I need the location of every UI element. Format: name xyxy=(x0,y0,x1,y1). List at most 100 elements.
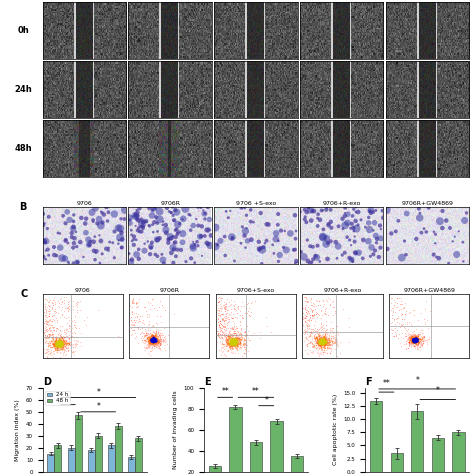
Point xyxy=(234,335,242,343)
Point xyxy=(416,330,424,337)
Point xyxy=(231,338,239,346)
Point xyxy=(42,325,50,333)
Point xyxy=(42,333,50,341)
Point xyxy=(155,330,163,338)
Point xyxy=(57,338,65,346)
Point xyxy=(152,331,159,338)
Point xyxy=(413,338,421,346)
Point xyxy=(307,337,314,345)
Point xyxy=(319,337,327,344)
Point xyxy=(150,336,157,343)
Point xyxy=(216,300,224,308)
Point xyxy=(407,336,415,344)
Point xyxy=(411,335,419,343)
Point xyxy=(229,329,237,337)
Point xyxy=(63,337,70,345)
Point xyxy=(230,330,237,338)
Point xyxy=(90,218,97,226)
Point xyxy=(402,327,410,334)
Point xyxy=(236,338,244,346)
Point xyxy=(419,330,426,338)
Point xyxy=(216,324,224,332)
Point xyxy=(133,215,140,222)
Point xyxy=(376,222,384,229)
Point xyxy=(229,329,237,337)
Point xyxy=(73,258,81,266)
Point xyxy=(308,311,315,319)
Point xyxy=(148,301,155,309)
Point xyxy=(190,222,197,229)
Point xyxy=(352,203,360,211)
Point xyxy=(310,302,317,310)
Point xyxy=(411,335,419,343)
Point xyxy=(215,323,223,331)
Point xyxy=(401,310,409,318)
Point xyxy=(406,333,413,341)
Point xyxy=(409,339,417,347)
Point xyxy=(412,337,420,345)
Point xyxy=(141,325,148,333)
Point xyxy=(406,337,414,344)
Point xyxy=(255,245,263,252)
Point xyxy=(318,334,326,342)
Point xyxy=(43,332,51,340)
Point xyxy=(58,338,65,346)
Point xyxy=(149,336,157,344)
Point xyxy=(348,256,356,264)
Point xyxy=(148,336,156,344)
Point xyxy=(214,298,222,306)
Point xyxy=(230,341,238,349)
Point xyxy=(411,337,419,345)
Point xyxy=(145,333,153,341)
Point xyxy=(228,338,236,346)
Point xyxy=(407,332,415,339)
Point xyxy=(230,337,238,344)
Point xyxy=(152,213,160,221)
Point xyxy=(423,316,431,324)
Point xyxy=(410,335,418,343)
Point xyxy=(226,343,233,351)
Point xyxy=(414,341,422,349)
Point xyxy=(150,336,157,343)
Point xyxy=(46,324,54,332)
Point xyxy=(312,339,320,346)
Point xyxy=(226,318,233,325)
Point xyxy=(416,334,424,341)
Point xyxy=(321,330,329,338)
Point xyxy=(410,336,417,343)
Point xyxy=(347,224,355,232)
Point xyxy=(225,340,232,347)
Point xyxy=(410,336,418,344)
Point xyxy=(247,218,255,225)
Point xyxy=(44,297,51,304)
Point xyxy=(232,331,240,339)
Point xyxy=(148,335,156,343)
Point xyxy=(149,336,156,344)
Point xyxy=(325,331,332,339)
Point xyxy=(242,304,249,311)
Point xyxy=(152,338,159,346)
Point xyxy=(302,312,310,320)
Point xyxy=(150,336,157,343)
Point xyxy=(49,334,57,342)
Point xyxy=(408,338,415,346)
Point xyxy=(218,327,225,335)
Point xyxy=(229,341,237,349)
Point xyxy=(156,329,164,337)
Point xyxy=(55,339,63,347)
Point xyxy=(407,320,415,328)
Point xyxy=(128,318,136,326)
Point xyxy=(273,229,280,237)
Point xyxy=(156,341,164,348)
Point xyxy=(325,335,333,343)
Point xyxy=(274,237,282,245)
Point xyxy=(281,227,289,235)
Point xyxy=(152,336,159,343)
Point xyxy=(204,240,212,248)
Point xyxy=(50,338,57,346)
Point xyxy=(62,340,70,348)
Point xyxy=(407,337,415,344)
Point xyxy=(150,339,157,347)
Point xyxy=(228,338,236,346)
Point xyxy=(304,326,311,333)
